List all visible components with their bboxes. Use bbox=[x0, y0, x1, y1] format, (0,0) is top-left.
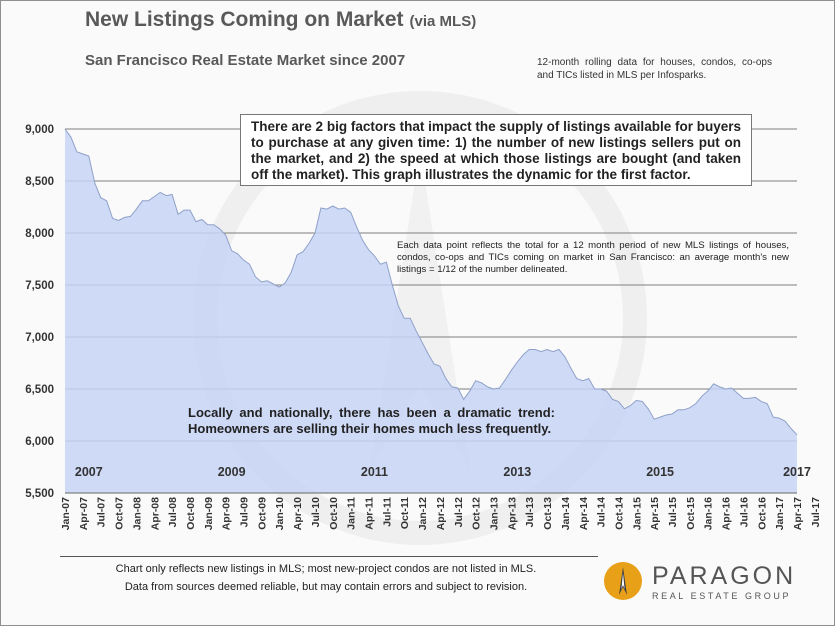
x-tick-label: Jan-17 bbox=[774, 497, 786, 530]
area-series bbox=[65, 129, 797, 493]
year-label: 2011 bbox=[361, 465, 388, 479]
logo-name: PARAGON bbox=[652, 562, 797, 590]
x-tick-label: Apr-16 bbox=[721, 497, 733, 530]
chart-subtitle: San Francisco Real Estate Market since 2… bbox=[85, 52, 406, 69]
paragon-logo-icon bbox=[604, 562, 642, 600]
y-tick-label: 8,000 bbox=[25, 228, 54, 240]
year-label: 2009 bbox=[218, 465, 246, 479]
x-tick-label: Jan-10 bbox=[274, 497, 286, 530]
x-tick-label: Jul-07 bbox=[96, 497, 108, 528]
y-tick-label: 6,000 bbox=[25, 436, 54, 448]
x-tick-label: Apr-17 bbox=[792, 497, 804, 530]
x-tick-label: Apr-08 bbox=[149, 497, 161, 530]
x-tick-label: Apr-09 bbox=[221, 497, 233, 530]
title-suffix: (via MLS) bbox=[409, 13, 477, 30]
x-tick-label: Jul-12 bbox=[453, 497, 465, 528]
x-tick-label: Apr-13 bbox=[506, 497, 518, 530]
year-label: 2015 bbox=[646, 465, 674, 479]
x-tick-label: Apr-10 bbox=[292, 497, 304, 530]
source-note: 12-month rolling data for houses, condos… bbox=[537, 57, 772, 81]
footer-note-disclaimer: Data from sources deemed reliable, but m… bbox=[124, 581, 528, 593]
chart-title: New Listings Coming on Market (via MLS) bbox=[85, 8, 476, 32]
title-main: New Listings Coming on Market bbox=[85, 8, 404, 31]
x-tick-label: Oct-15 bbox=[685, 497, 697, 530]
logo-tagline: REAL ESTATE GROUP bbox=[652, 591, 792, 601]
x-tick-label: Apr-15 bbox=[649, 497, 661, 530]
x-tick-label: Oct-11 bbox=[399, 497, 411, 529]
year-labels: 2007 2009 2011 2013 2015 2017 bbox=[75, 465, 811, 479]
x-tick-label: Jan-13 bbox=[488, 497, 500, 530]
y-tick-label: 7,000 bbox=[25, 332, 54, 344]
y-tick-label: 9,000 bbox=[25, 124, 54, 136]
x-tick-label: Apr-07 bbox=[78, 497, 90, 530]
x-tick-label: Jul-10 bbox=[310, 497, 322, 528]
x-tick-label: Jan-16 bbox=[703, 497, 715, 530]
x-tick-label: Apr-11 bbox=[364, 497, 376, 530]
year-label: 2017 bbox=[783, 465, 811, 479]
x-tick-label: Jul-09 bbox=[239, 497, 251, 528]
x-tick-label: Apr-14 bbox=[578, 497, 590, 530]
x-tick-label: Jan-07 bbox=[60, 497, 72, 530]
x-tick-label: Jan-12 bbox=[417, 497, 429, 530]
x-tick-label: Jan-09 bbox=[203, 497, 215, 530]
y-tick-label: 5,500 bbox=[25, 488, 54, 500]
x-tick-label: Oct-07 bbox=[114, 497, 126, 530]
x-tick-labels: Jan-07 Apr-07 Jul-07 Oct-07 Jan-08 Apr-08 Jul-… bbox=[60, 497, 822, 530]
x-tick-label: Oct-10 bbox=[328, 497, 340, 530]
y-tick-labels: 5,500 6,000 6,500 7,000 7,500 8,000 8,500 9,000 bbox=[25, 124, 54, 500]
x-tick-label: Jul-08 bbox=[167, 497, 179, 528]
x-tick-label: Oct-08 bbox=[185, 497, 197, 530]
series-outline bbox=[64, 128, 798, 436]
callout-supply-factors: There are 2 big factors that impact the … bbox=[240, 114, 752, 186]
x-tick-label: Apr-12 bbox=[435, 497, 447, 530]
x-tick-label: Jan-14 bbox=[560, 497, 572, 530]
x-tick-label: Jul-15 bbox=[667, 497, 679, 528]
x-tick-label: Jul-17 bbox=[810, 497, 822, 528]
y-tick-label: 6,500 bbox=[25, 384, 54, 396]
x-tick-label: Jan-11 bbox=[346, 497, 358, 530]
logo-spire-highlight bbox=[621, 573, 625, 589]
footer-divider bbox=[60, 556, 598, 557]
x-tick-label: Oct-12 bbox=[471, 497, 483, 530]
year-label: 2013 bbox=[503, 465, 531, 479]
x-tick-label: Oct-16 bbox=[756, 497, 768, 530]
x-tick-label: Jul-11 bbox=[381, 497, 393, 527]
callout-trend-note: Locally and nationally, there has been a… bbox=[188, 405, 555, 436]
x-tick-label: Jan-08 bbox=[131, 497, 143, 530]
x-tick-label: Jul-16 bbox=[738, 497, 750, 528]
x-tick-label: Jul-14 bbox=[596, 497, 608, 528]
year-label: 2007 bbox=[75, 465, 103, 479]
x-tick-label: Oct-09 bbox=[256, 497, 268, 530]
x-tick-label: Jan-15 bbox=[631, 497, 643, 530]
y-tick-label: 8,500 bbox=[25, 176, 54, 188]
callout-data-point-note: Each data point reflects the total for a… bbox=[397, 240, 789, 275]
footer-note-mls: Chart only reflects new listings in MLS;… bbox=[115, 563, 537, 575]
x-tick-label: Oct-14 bbox=[613, 497, 625, 530]
y-tick-label: 7,500 bbox=[25, 280, 54, 292]
x-tick-label: Jul-13 bbox=[524, 497, 536, 528]
x-tick-label: Oct-13 bbox=[542, 497, 554, 530]
